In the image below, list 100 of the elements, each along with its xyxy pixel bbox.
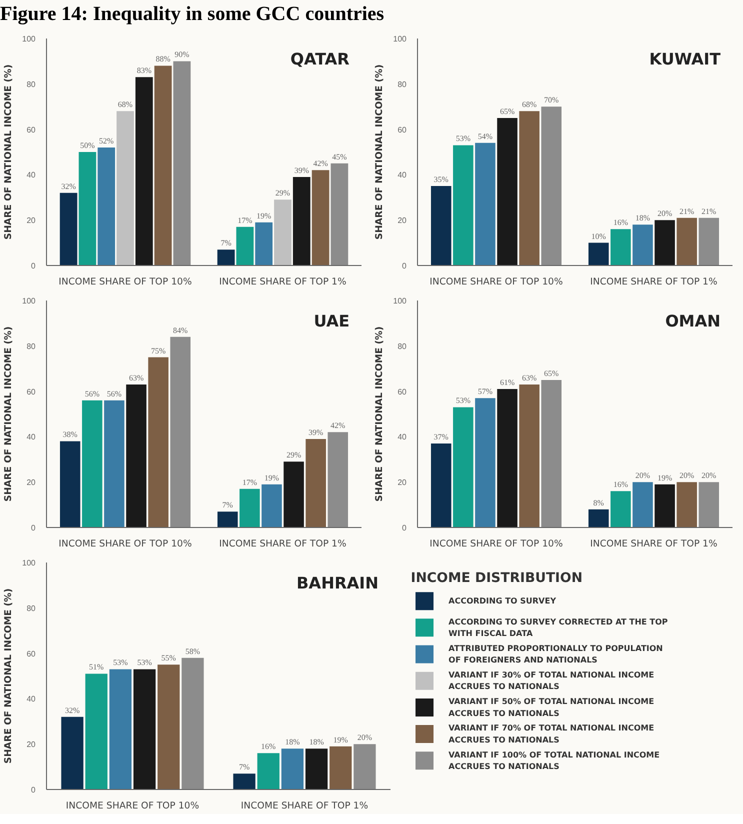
bar	[85, 674, 108, 790]
data-label: 16%	[261, 742, 276, 752]
bar	[330, 163, 348, 266]
y-tick-label: 100	[22, 34, 36, 44]
data-label: 19%	[256, 211, 272, 220]
data-label: 17%	[242, 478, 258, 487]
text: QATAR	[290, 50, 350, 68]
y-tick-label: 100	[393, 34, 408, 44]
bar	[475, 398, 496, 528]
legend-label: VARIANT IF 100% OF TOTAL NATIONAL INCOME ACCRUES TO NATIONALS	[448, 750, 660, 771]
y-tick-label: 100	[393, 296, 408, 306]
data-label: 61%	[500, 378, 515, 388]
data-label: 20%	[679, 471, 694, 480]
bar	[135, 77, 153, 266]
x-tick-label: INCOME SHARE OF TOP 10%	[58, 538, 192, 550]
y-tick-label: 0	[31, 262, 36, 270]
data-label: 84%	[173, 326, 188, 335]
y-tick-label: 40	[26, 432, 36, 442]
bar	[116, 111, 134, 266]
y-tick-label: 40	[398, 432, 408, 442]
text: KUWAIT	[649, 50, 721, 68]
y-tick-label: 60	[398, 125, 408, 134]
y-tick-label: 80	[26, 604, 36, 613]
bar	[698, 482, 720, 528]
bar	[78, 152, 96, 266]
bar	[610, 229, 631, 266]
text: BAHRAIN	[296, 574, 378, 592]
bar	[654, 484, 675, 528]
data-label: 19%	[264, 473, 280, 482]
y-tick-label: 20	[26, 740, 36, 750]
bar	[217, 250, 235, 266]
bar	[453, 145, 474, 266]
x-tick-label: INCOME SHARE OF TOP 1%	[590, 276, 718, 288]
bar	[497, 118, 518, 266]
bar	[632, 224, 653, 266]
y-tick-label: 60	[26, 387, 36, 396]
bar	[257, 753, 280, 790]
bar	[109, 669, 132, 790]
data-label: 20%	[635, 471, 650, 480]
bar	[541, 380, 562, 528]
bar	[453, 407, 474, 528]
data-label: 52%	[99, 136, 114, 146]
data-label: 18%	[635, 214, 650, 223]
bar	[173, 61, 191, 266]
data-label: 10%	[591, 232, 606, 241]
data-label: 42%	[313, 159, 328, 168]
x-tick-label: INCOME SHARE OF TOP 1%	[240, 800, 368, 812]
data-label: 53%	[113, 658, 128, 668]
data-label: 75%	[150, 346, 166, 356]
data-label: 16%	[613, 480, 628, 490]
data-label: 20%	[357, 733, 372, 742]
y-tick-label: 100	[22, 296, 36, 306]
bar	[158, 664, 180, 790]
x-tick-label: INCOME SHARE OF TOP 1%	[219, 538, 347, 550]
bar	[240, 488, 260, 528]
data-label: 21%	[679, 206, 694, 216]
text: UAE	[314, 312, 350, 330]
bar	[698, 218, 720, 266]
data-label: 7%	[238, 762, 250, 772]
y-tick-label: 20	[398, 478, 408, 488]
x-tick-label: INCOME SHARE OF TOP 10%	[66, 800, 200, 812]
data-label: 20%	[702, 471, 717, 480]
bar	[430, 186, 452, 266]
data-label: 16%	[613, 218, 628, 228]
data-label: 53%	[456, 134, 471, 144]
y-axis-title: SHARE OF NATIONAL INCOME (%)	[3, 588, 14, 764]
data-label: 19%	[333, 735, 348, 744]
bar	[610, 491, 631, 528]
y-axis-title: SHARE OF NATIONAL INCOME (%)	[374, 326, 386, 502]
data-label: 70%	[544, 96, 560, 105]
bar	[330, 746, 352, 790]
data-label: 55%	[161, 654, 176, 663]
legend-label: ACCORDING TO SURVEY CORRECTED AT THE TOP WITH FISCAL DATA	[448, 617, 668, 638]
data-label: 53%	[456, 396, 471, 406]
x-tick-label: INCOME SHARE OF TOP 10%	[58, 276, 192, 288]
x-tick-label: INCOME SHARE OF TOP 10%	[430, 276, 563, 288]
x-tick-label: INCOME SHARE OF TOP 10%	[430, 538, 563, 550]
bar	[182, 658, 204, 790]
data-label: 35%	[434, 175, 449, 184]
y-tick-label: 60	[26, 649, 36, 658]
data-label: 39%	[308, 428, 324, 437]
data-label: 42%	[330, 421, 346, 430]
bar	[60, 192, 78, 266]
bar	[236, 226, 254, 266]
data-label: 45%	[332, 152, 348, 162]
data-label: 8%	[593, 498, 604, 508]
bar	[306, 438, 326, 528]
data-label: 63%	[128, 373, 144, 382]
data-label: 18%	[309, 738, 324, 747]
legend-label: VARIANT IF 50% OF TOTAL NATIONAL INCOME ACCRUES TO NATIONALS	[448, 697, 654, 718]
bar	[632, 482, 653, 528]
bar	[255, 222, 273, 266]
data-label: 21%	[702, 206, 717, 216]
y-tick-label: 40	[398, 170, 408, 180]
data-label: 56%	[106, 389, 122, 398]
bar	[284, 462, 304, 528]
legend-label: ATTRIBUTED PROPORTIONALLY TO POPULATION OF FOREIGNERS AND NATIONALS	[448, 644, 663, 665]
data-label: 29%	[286, 450, 302, 460]
bar	[475, 142, 496, 266]
y-tick-label: 60	[26, 125, 36, 134]
